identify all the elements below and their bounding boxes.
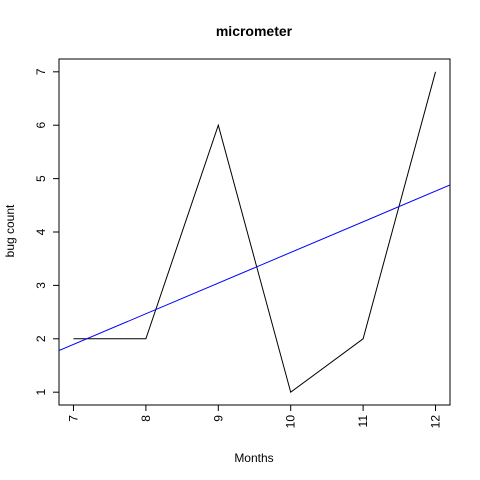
x-axis-label: Months	[234, 451, 273, 465]
series-line-0	[73, 71, 437, 394]
x-tick-label-0: 7	[66, 415, 80, 422]
y-tick-label-4: 5	[34, 175, 48, 182]
x-tick-label-4: 11	[356, 415, 370, 428]
x-tick-label-5: 12	[429, 415, 443, 429]
plot-area	[59, 71, 450, 394]
x-tick-label-3: 10	[284, 415, 298, 429]
y-tick-label-5: 6	[34, 122, 48, 129]
y-axis: 1 2 3 4 5 6 7	[34, 68, 59, 396]
x-tick-label-2: 9	[211, 415, 225, 422]
x-tick-label-1: 8	[139, 415, 153, 422]
y-axis-label: bug count	[3, 204, 17, 257]
trend-line	[59, 184, 450, 351]
y-tick-label-6: 7	[34, 68, 48, 75]
chart-title: micrometer	[216, 23, 293, 39]
y-tick-label-2: 3	[34, 282, 48, 289]
x-axis: 7 8 9 10 11 12	[66, 405, 443, 429]
y-tick-label-0: 1	[34, 389, 48, 396]
y-tick-label-1: 2	[34, 335, 48, 342]
y-tick-label-3: 4	[34, 228, 48, 235]
plot-frame	[58, 58, 451, 406]
